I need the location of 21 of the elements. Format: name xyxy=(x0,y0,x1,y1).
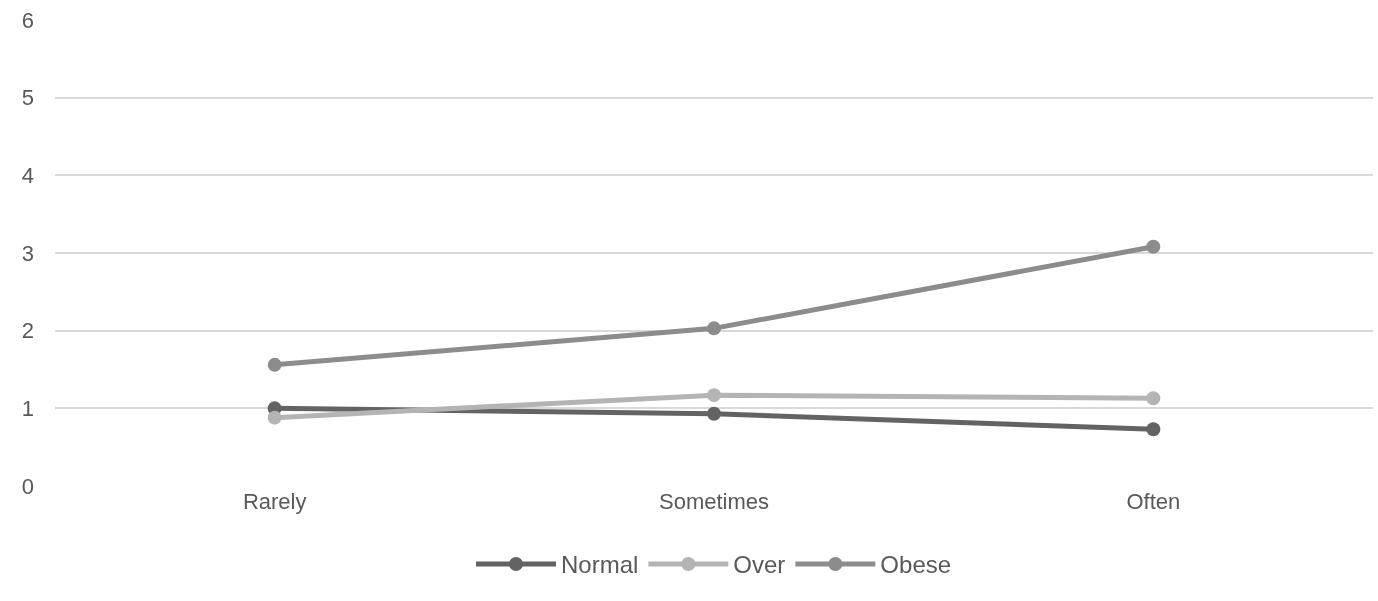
point xyxy=(267,410,282,425)
point xyxy=(707,388,721,403)
y-tick-label: 0 xyxy=(21,473,34,499)
x-tick-label: Sometimes xyxy=(658,489,770,514)
x-tick-label: Often xyxy=(1126,489,1181,514)
point xyxy=(1146,422,1161,437)
y-tick-label: 1 xyxy=(21,396,34,422)
point xyxy=(267,357,282,372)
x-tick-label: Rarely xyxy=(242,489,307,514)
y-tick-label: 4 xyxy=(21,163,34,189)
legend-label: Normal xyxy=(561,551,639,579)
point xyxy=(1146,391,1161,406)
legend-label: Over xyxy=(733,551,786,579)
legend-label: Obese xyxy=(880,551,952,579)
point xyxy=(707,321,721,336)
y-tick-label: 3 xyxy=(21,240,34,266)
point xyxy=(707,406,721,421)
point xyxy=(1146,239,1161,254)
y-tick-label: 6 xyxy=(21,7,34,33)
y-tick-label: 5 xyxy=(21,85,34,111)
y-tick-label: 2 xyxy=(21,318,34,344)
